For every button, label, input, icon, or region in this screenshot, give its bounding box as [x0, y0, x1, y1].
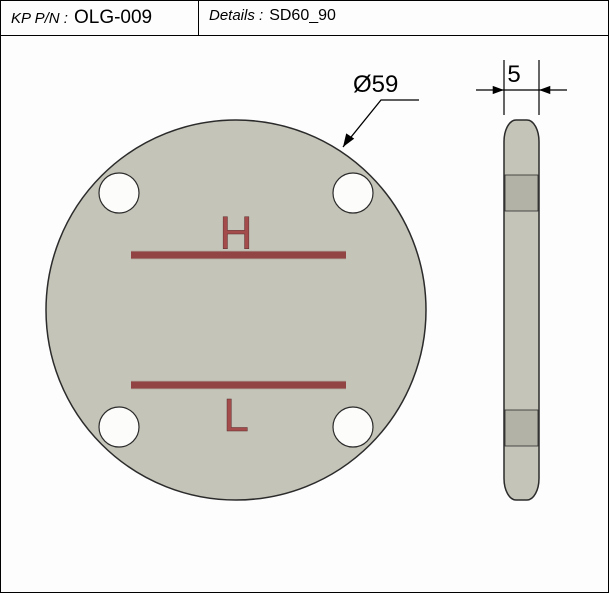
details-cell: Details : SD60_90: [199, 1, 608, 35]
details-value: SD60_90: [269, 7, 336, 25]
technical-drawing: H L Ø59 5: [1, 36, 609, 593]
pn-label: KP P/N :: [11, 10, 68, 27]
svg-text:5: 5: [507, 61, 520, 88]
details-label: Details :: [209, 7, 263, 24]
header-bar: KP P/N : OLG-009 Details : SD60_90: [1, 1, 608, 36]
svg-text:Ø59: Ø59: [353, 71, 398, 98]
pn-value: OLG-009: [74, 7, 152, 29]
svg-text:L: L: [223, 389, 249, 441]
drawing-area: H L Ø59 5: [1, 36, 608, 591]
svg-text:H: H: [219, 207, 252, 259]
pn-cell: KP P/N : OLG-009: [1, 1, 199, 35]
